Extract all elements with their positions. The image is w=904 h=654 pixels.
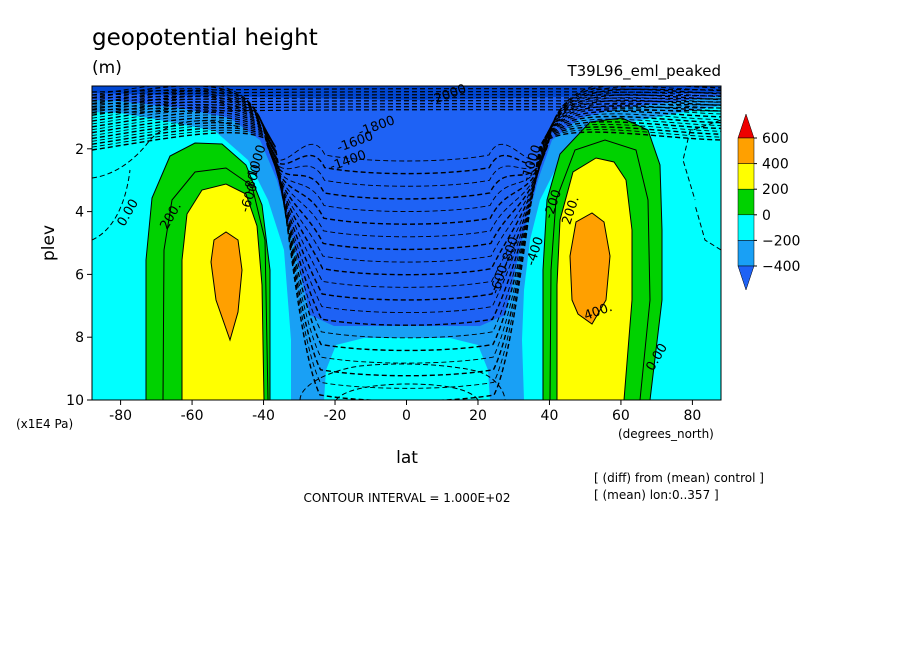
contour-line-negative bbox=[92, 97, 721, 102]
contour-interval: CONTOUR INTERVAL = 1.000E+02 bbox=[304, 491, 511, 505]
x-axis-label: lat bbox=[396, 448, 418, 468]
note-mean: [ (mean) lon:0..357 ] bbox=[594, 488, 719, 502]
contour-line-negative bbox=[682, 119, 721, 201]
x-tick-label: -40 bbox=[252, 408, 275, 424]
x-tick-label: -20 bbox=[324, 408, 347, 424]
note-diff: [ (diff) from (mean) control ] bbox=[594, 471, 764, 485]
contour-line-positive bbox=[210, 231, 243, 342]
contour-line-negative bbox=[92, 126, 721, 377]
contour-line-negative bbox=[92, 103, 721, 108]
x-tick-label: 80 bbox=[683, 408, 701, 424]
contour-field bbox=[92, 86, 721, 400]
colorbar-under bbox=[737, 265, 755, 291]
field-band bbox=[211, 232, 242, 340]
contour-line-positive bbox=[569, 212, 611, 325]
colorbar-segment bbox=[737, 163, 755, 190]
experiment-name: T39L96_eml_peaked bbox=[566, 62, 721, 81]
y-tick-label: 10 bbox=[66, 393, 84, 409]
colorbar-label: 600 bbox=[762, 131, 789, 147]
colorbar-label: −200 bbox=[762, 233, 800, 249]
colorbar-segment bbox=[737, 240, 755, 267]
field-band bbox=[570, 213, 610, 324]
contour-line-positive bbox=[145, 142, 271, 400]
colorbar-segment bbox=[737, 188, 755, 216]
contour-line-negative bbox=[92, 88, 721, 93]
colorbar-segment bbox=[737, 137, 755, 164]
contour-line-negative bbox=[92, 86, 721, 187]
colorbar-label: 400 bbox=[762, 157, 789, 173]
contour-line-negative bbox=[92, 169, 131, 241]
x-axis: -80 -60 -40 -20 0 20 40 60 80 bbox=[109, 400, 701, 424]
x-units: (degrees_north) bbox=[618, 427, 714, 441]
field-band bbox=[92, 86, 721, 326]
chart-units: (m) bbox=[92, 58, 122, 78]
colorbar-segment bbox=[737, 214, 755, 241]
contour-line-negative bbox=[92, 91, 721, 96]
contour-line-negative bbox=[92, 106, 721, 111]
y-tick-label: 8 bbox=[75, 330, 84, 346]
contour-line-negative bbox=[335, 383, 479, 400]
colorbar-label: −400 bbox=[762, 259, 800, 275]
chart-title: geopotential height bbox=[92, 25, 318, 51]
x-tick-label: -60 bbox=[181, 408, 204, 424]
x-tick-label: 20 bbox=[469, 408, 487, 424]
x-tick-label: 0 bbox=[402, 408, 411, 424]
contour-line-negative bbox=[92, 100, 721, 105]
contour-line-positive bbox=[162, 167, 269, 400]
contour-line-negative bbox=[92, 110, 721, 301]
contour-line-negative bbox=[92, 121, 721, 352]
x-tick-label: -80 bbox=[109, 408, 132, 424]
contour-line-negative bbox=[299, 363, 506, 400]
contour-line-negative bbox=[92, 94, 721, 99]
contour-lines bbox=[92, 86, 721, 400]
contour-line-negative bbox=[92, 105, 721, 276]
contour-line-negative bbox=[92, 118, 721, 339]
contour-line-negative bbox=[92, 99, 721, 251]
contour-line-negative bbox=[92, 108, 721, 288]
colorbar: 600 400 200 0 −200 −400 bbox=[737, 113, 800, 291]
contour-line-negative bbox=[92, 91, 721, 212]
contour-line-negative bbox=[92, 97, 721, 238]
field-band bbox=[92, 86, 721, 100]
contour-line-positive bbox=[542, 117, 663, 400]
colorbar-label: 200 bbox=[762, 182, 789, 198]
contour-line-positive bbox=[549, 139, 651, 400]
colorbar-over bbox=[737, 113, 755, 139]
contour-line-negative bbox=[92, 109, 721, 114]
x-tick-label: 60 bbox=[612, 408, 630, 424]
y-units: (x1E4 Pa) bbox=[16, 417, 73, 431]
contour-line-negative bbox=[92, 123, 721, 364]
contour-line-negative bbox=[92, 113, 721, 314]
colorbar-label: 0 bbox=[762, 208, 771, 224]
contour-line-negative bbox=[92, 115, 721, 326]
y-tick-label: 4 bbox=[75, 205, 84, 221]
contour-line-positive bbox=[556, 157, 633, 400]
contour-line-negative bbox=[694, 204, 721, 251]
y-axis-label: plev bbox=[39, 225, 59, 261]
y-axis: 2 4 6 8 10 bbox=[66, 142, 92, 409]
y-tick-label: 6 bbox=[75, 267, 84, 283]
contour-line-positive bbox=[181, 183, 265, 400]
x-tick-label: 40 bbox=[541, 408, 559, 424]
y-tick-label: 2 bbox=[75, 142, 84, 158]
contour-line-negative bbox=[92, 94, 721, 225]
